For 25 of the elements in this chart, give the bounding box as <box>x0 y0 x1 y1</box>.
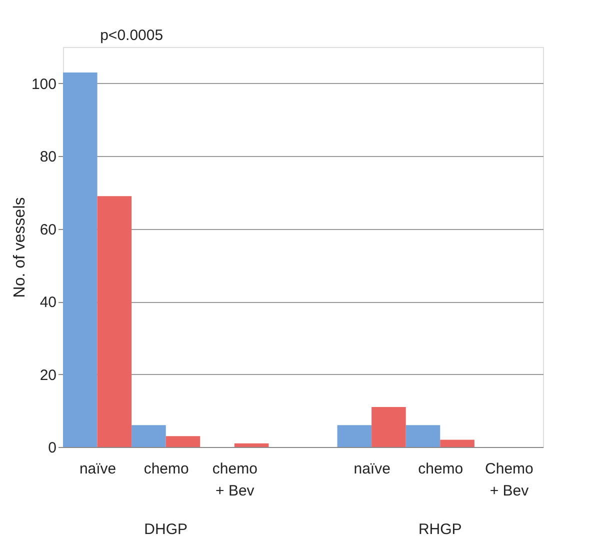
y-tick-label: 80 <box>40 148 56 166</box>
y-tick-label: 20 <box>40 366 56 384</box>
bar <box>166 436 200 447</box>
y-tick-label: 0 <box>48 440 56 456</box>
x-tick-label: chemo <box>418 460 464 478</box>
text: RHGP <box>418 521 462 538</box>
y-tick-label: 100 <box>31 76 56 93</box>
bar <box>97 196 132 447</box>
bar <box>440 440 474 447</box>
x-tick-label: Chemo + Bev <box>485 460 534 500</box>
y-axis-title: No. of vessels <box>11 197 28 298</box>
text: DHGP <box>144 521 188 538</box>
x-tick-label: chemo <box>144 460 189 478</box>
x-tick-label: naïve <box>354 460 390 478</box>
bar <box>63 72 98 447</box>
text: p<0.0005 <box>100 27 164 44</box>
y-tick-label: 60 <box>40 221 56 238</box>
y-tick-label: 40 <box>40 294 56 312</box>
x-tick-label: chemo + Bev <box>212 460 258 500</box>
bar <box>406 425 440 447</box>
bar <box>337 425 372 447</box>
bar <box>132 425 166 447</box>
bar <box>372 407 406 447</box>
x-tick-label: naïve <box>79 460 116 478</box>
bar <box>234 443 269 447</box>
